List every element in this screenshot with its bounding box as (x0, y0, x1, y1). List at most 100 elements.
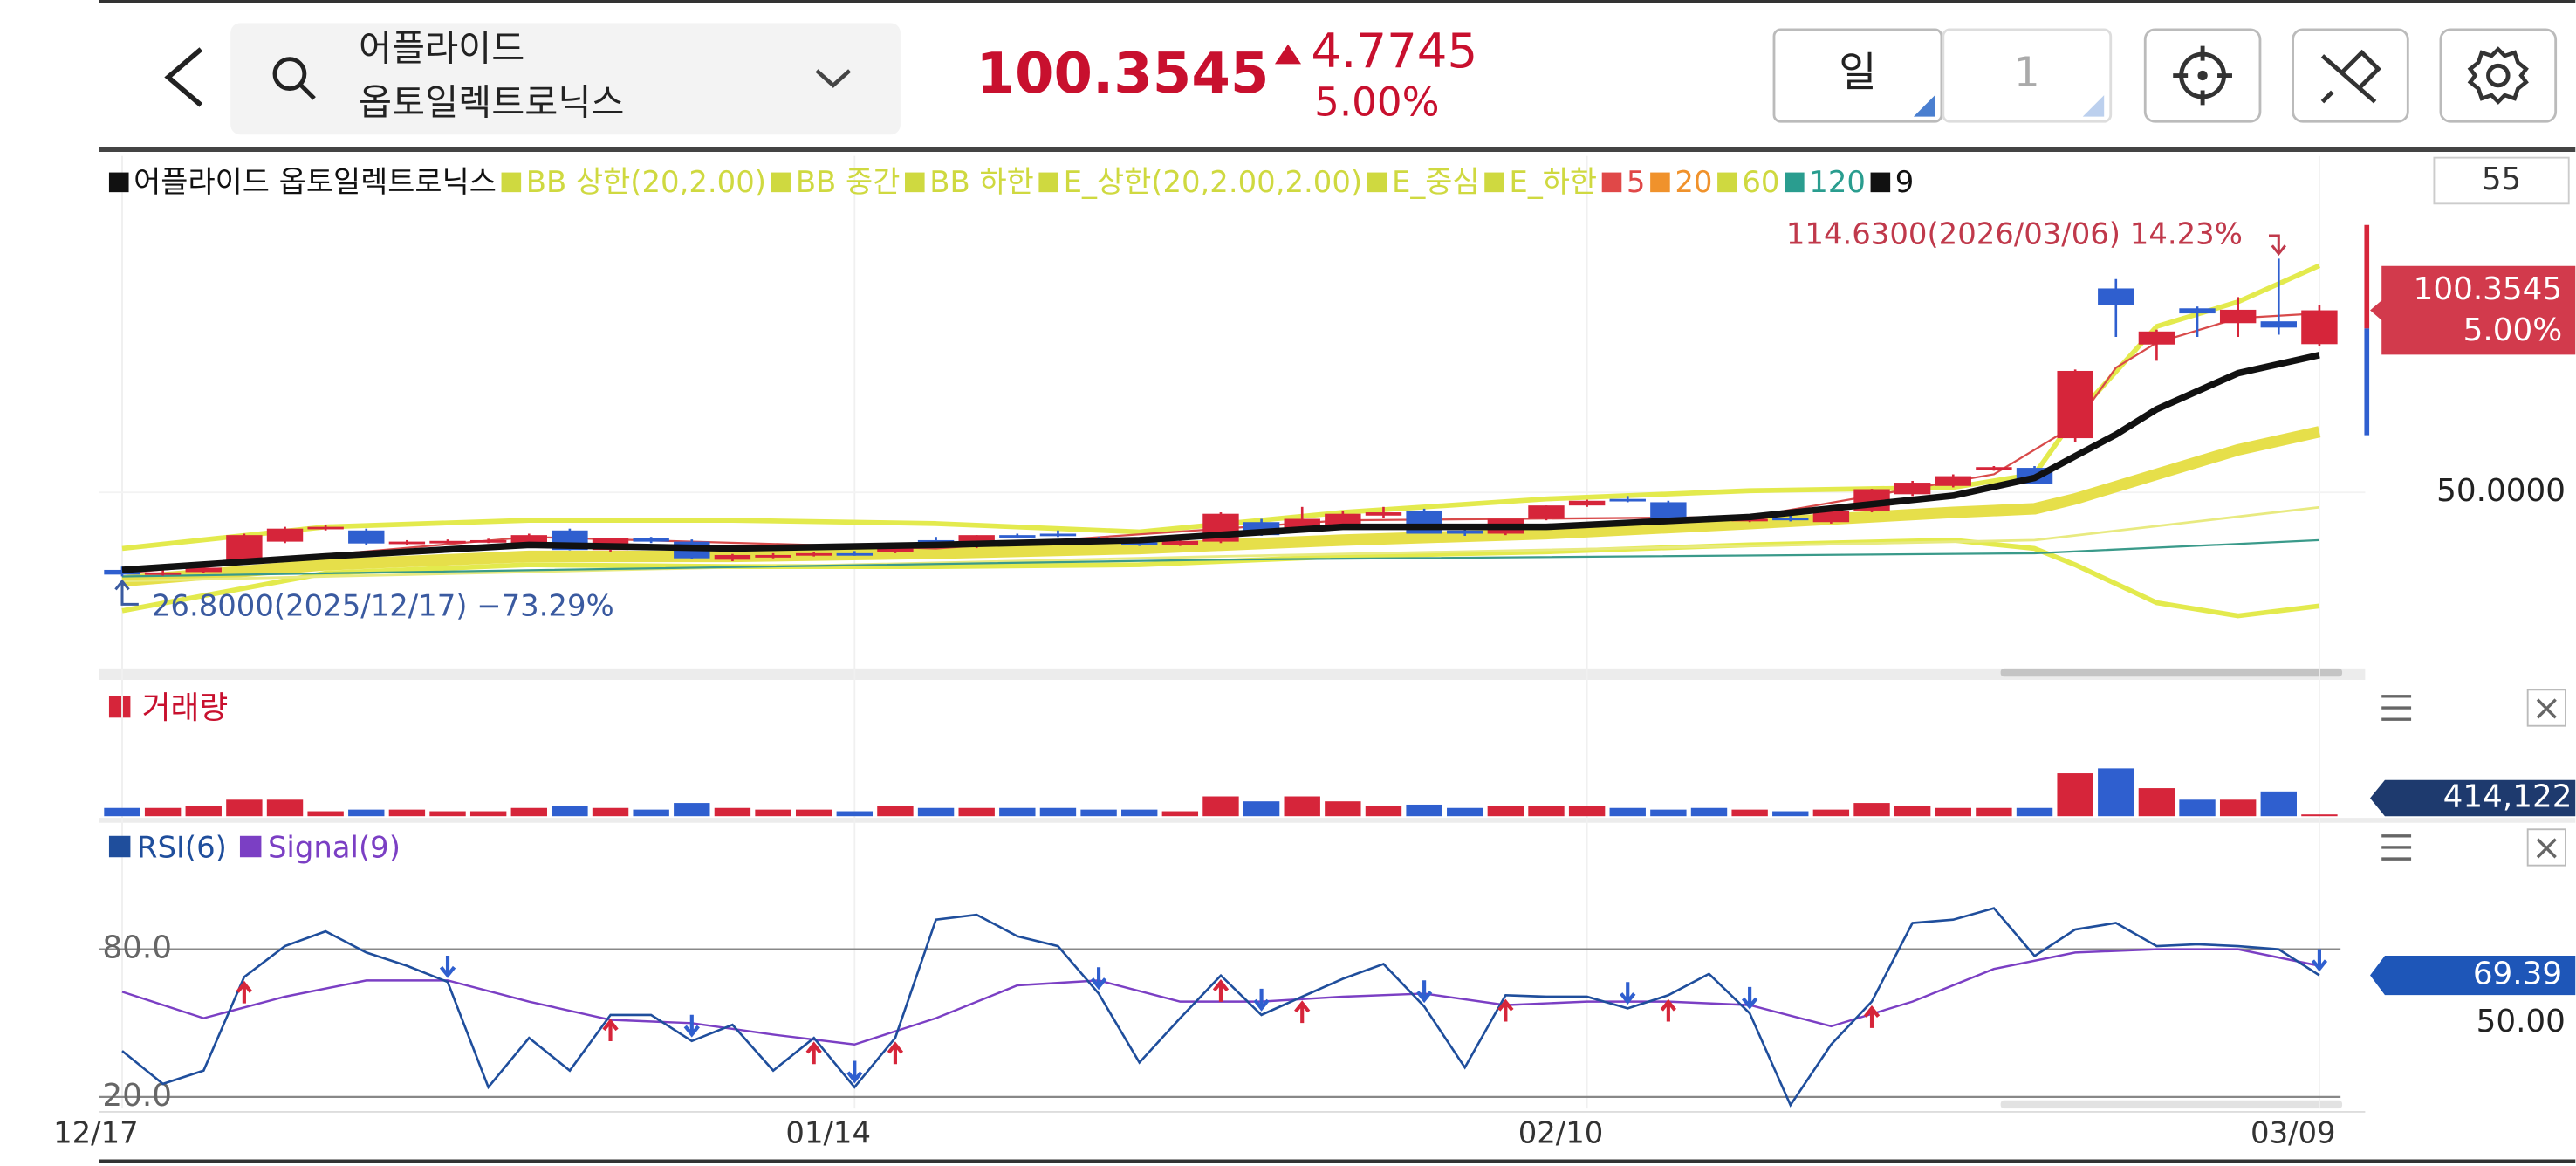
price-tag-value: 100.3545 (2414, 271, 2563, 307)
crosshair-dot (2197, 70, 2208, 81)
period-input-value: 55 (2482, 161, 2522, 197)
candle-body (1161, 540, 1199, 545)
candle-body (1447, 530, 1483, 534)
period-count-corner (2082, 95, 2105, 117)
sell-signal (683, 1014, 700, 1038)
candle-body (307, 526, 344, 530)
volume-bar (1690, 807, 1728, 817)
candle-body (2098, 288, 2134, 305)
candle-body (2260, 321, 2297, 328)
sell-signal (1253, 988, 1270, 1012)
volume-bar (2179, 799, 2216, 817)
buy-signal (887, 1041, 904, 1065)
buy-signal (1660, 998, 1677, 1022)
legend-swatch (108, 835, 131, 858)
buy-signal (1212, 979, 1230, 1002)
buy-signal (602, 1019, 619, 1042)
period-count-button[interactable] (1942, 28, 2113, 123)
search-icon (272, 57, 307, 92)
volume-bar (226, 799, 263, 817)
legend-swatch (501, 172, 522, 193)
rsi-tag (2370, 955, 2576, 996)
scrollbar[interactable] (2000, 668, 2343, 677)
volume-bar (2138, 788, 2175, 817)
legend-label: 9 (1895, 165, 1915, 199)
sell-signal (1090, 967, 1107, 991)
buy-signal (236, 980, 253, 1004)
candle-body (836, 552, 874, 556)
volume-bar (958, 807, 995, 817)
legend-swatch (1870, 172, 1891, 193)
volume-bar (1812, 809, 1850, 817)
candle-body (999, 535, 1036, 538)
legend-label: BB 하한 (929, 165, 1034, 199)
legend-swatch (1367, 172, 1387, 193)
volume-bar (1080, 809, 1117, 817)
legend-swatch (905, 172, 925, 193)
volume-bar (2016, 807, 2053, 817)
volume-bar (592, 807, 629, 817)
candle-body (1528, 505, 1565, 519)
volume-bar (999, 807, 1036, 817)
back-button[interactable] (164, 47, 203, 107)
low-annotation: 26.8000(2025/12/17) −73.29% (152, 589, 614, 623)
pane-separator (99, 818, 2576, 823)
legend-label: 어플라이드 옵토일렉트로닉스 (134, 165, 497, 199)
candle-body (2138, 331, 2175, 345)
pane-separator (99, 668, 2366, 681)
volume-bar (1365, 806, 1402, 817)
settings-button[interactable] (2439, 28, 2558, 123)
scrollbar[interactable] (2000, 1100, 2343, 1109)
volume-bar (429, 811, 466, 817)
rsi-line (121, 907, 2320, 1108)
pane-menu[interactable] (2381, 834, 2412, 861)
volume-bar (1935, 807, 1971, 817)
legend-label: E_하한 (1509, 165, 1597, 199)
y-tick-label: 50.00 (2477, 1004, 2566, 1039)
volume-bar (388, 809, 426, 817)
candle-body (429, 540, 466, 544)
drawing-off-button[interactable] (2292, 28, 2409, 123)
stock-name: 어플라이드 (359, 27, 524, 69)
candle-body (348, 530, 385, 544)
search-box[interactable] (230, 23, 901, 135)
candle-body (1568, 500, 1606, 506)
dropdown-chevron[interactable] (815, 69, 852, 88)
pane-close-icon (2536, 838, 2557, 859)
volume-bar (1609, 807, 1646, 817)
legend-label: 60 (1742, 165, 1779, 199)
drawing-off-icon (2320, 49, 2381, 104)
price-tag-change: 5.00% (2463, 312, 2563, 348)
period-button[interactable] (1772, 28, 1943, 123)
candle-body (1650, 502, 1687, 519)
volume-bar (1284, 796, 1320, 817)
moving-average-line (121, 426, 2321, 587)
volume-bar (185, 806, 222, 817)
volume-bar (144, 807, 182, 817)
candle-body (266, 528, 304, 542)
legend-swatch (1038, 172, 1058, 193)
legend-label: 20 (1675, 165, 1712, 199)
candle-body (104, 569, 140, 575)
legend-label: Signal(9) (268, 830, 401, 864)
pane-menu[interactable] (2381, 695, 2412, 721)
volume-bar (266, 799, 304, 817)
legend-swatch (1785, 172, 1805, 193)
volume-bar (917, 807, 955, 817)
candle-body (795, 552, 832, 556)
volume-bar (2219, 799, 2257, 817)
volume-bar (674, 803, 710, 817)
candle-body (1609, 498, 1646, 502)
volume-bar (348, 809, 385, 817)
period-input[interactable] (2433, 156, 2570, 205)
candle-body (2301, 310, 2338, 345)
volume-bar (1976, 807, 2012, 817)
candle-body (1976, 467, 2012, 470)
candle-body (185, 567, 222, 573)
candle-body (2179, 308, 2216, 314)
sell-signal (2311, 949, 2328, 972)
volume-bar (1039, 807, 1077, 817)
